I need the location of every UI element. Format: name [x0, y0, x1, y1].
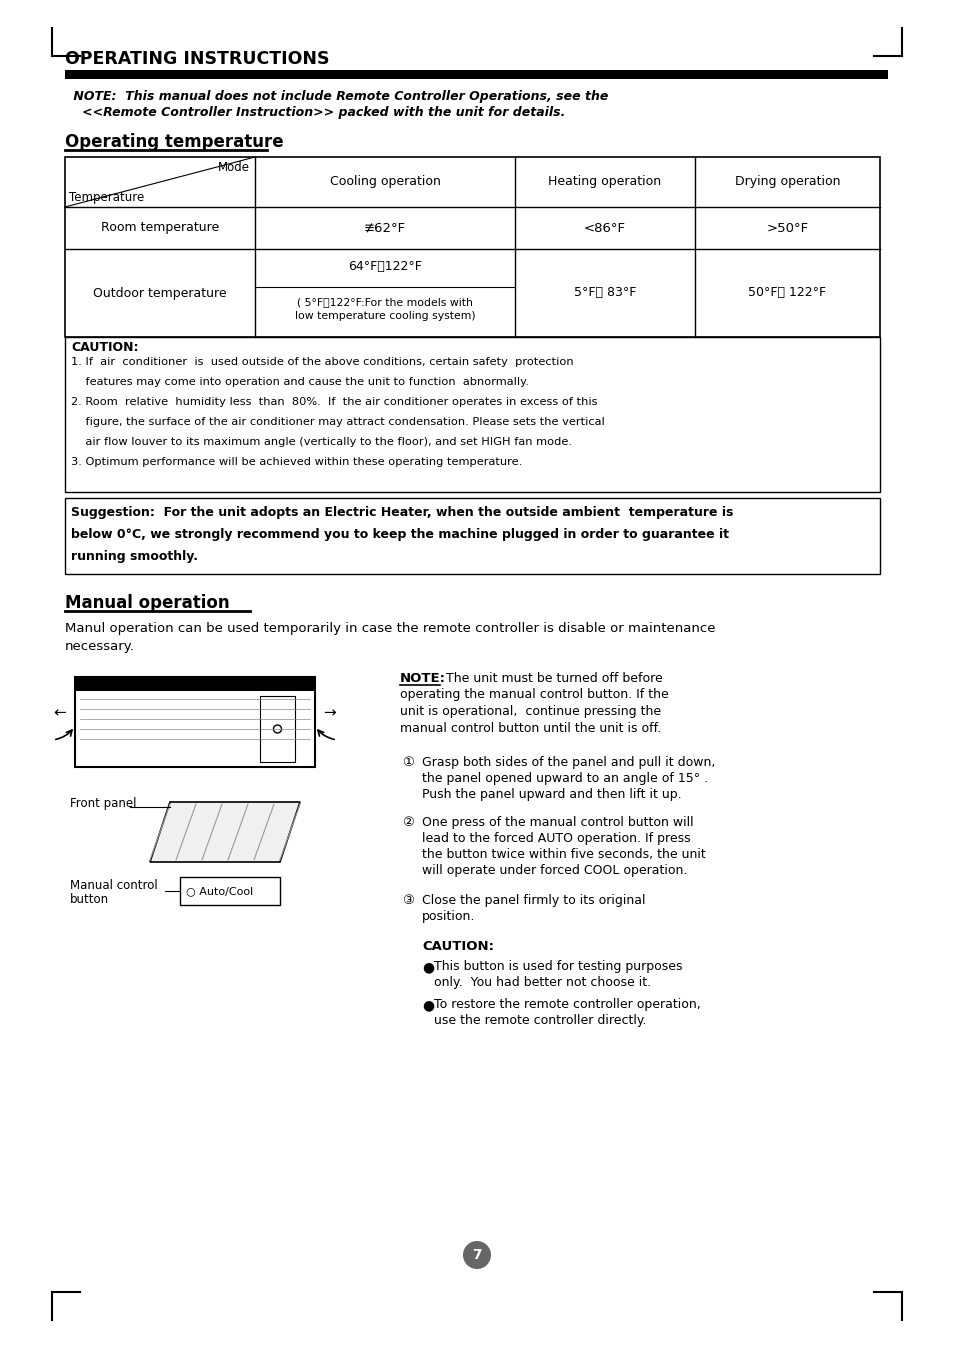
Text: Outdoor temperature: Outdoor temperature: [93, 287, 227, 299]
Text: the panel opened upward to an angle of 15° .: the panel opened upward to an angle of 1…: [421, 772, 707, 785]
Text: This button is used for testing purposes: This button is used for testing purposes: [434, 960, 681, 973]
Text: figure, the surface of the air conditioner may attract condensation. Please sets: figure, the surface of the air condition…: [71, 417, 604, 427]
Text: position.: position.: [421, 910, 475, 923]
Bar: [75, 677, 314, 767]
Text: 50°F～ 122°F: 50°F～ 122°F: [748, 287, 825, 299]
Text: Grasp both sides of the panel and pull it down,: Grasp both sides of the panel and pull i…: [421, 756, 715, 768]
Text: CAUTION:: CAUTION:: [421, 940, 494, 953]
Text: 7: 7: [472, 1248, 481, 1262]
Text: <<Remote Controller Instruction>> packed with the unit for details.: <<Remote Controller Instruction>> packed…: [69, 106, 565, 119]
Polygon shape: [150, 802, 299, 861]
Text: CAUTION:: CAUTION:: [71, 341, 138, 355]
Text: Close the panel firmly to its original: Close the panel firmly to its original: [421, 894, 645, 907]
Text: only.  You had better not choose it.: only. You had better not choose it.: [434, 976, 651, 989]
Text: button: button: [70, 892, 109, 906]
Text: Room temperature: Room temperature: [101, 221, 219, 235]
Text: >50°F: >50°F: [765, 221, 808, 235]
Text: ○ Auto/Cool: ○ Auto/Cool: [186, 886, 253, 896]
Circle shape: [462, 1242, 491, 1268]
Text: 2. Room  relative  humidity less  than  80%.  If  the air conditioner operates i: 2. Room relative humidity less than 80%.…: [71, 398, 597, 407]
Text: NOTE:: NOTE:: [399, 673, 446, 685]
Bar: [260, 696, 294, 762]
Text: 1. If  air  conditioner  is  used outside of the above conditions, certain safet: 1. If air conditioner is used outside of…: [71, 357, 573, 367]
Bar: [65, 70, 887, 80]
Text: will operate under forced COOL operation.: will operate under forced COOL operation…: [421, 864, 687, 878]
Text: features may come into operation and cause the unit to function  abnormally.: features may come into operation and cau…: [71, 377, 528, 387]
Text: ③: ③: [401, 894, 414, 907]
Text: lead to the forced AUTO operation. If press: lead to the forced AUTO operation. If pr…: [421, 832, 690, 845]
Bar: [65, 337, 879, 492]
Text: ←: ←: [53, 705, 67, 720]
Text: Mode: Mode: [218, 160, 250, 174]
Bar: [65, 497, 879, 574]
Text: the button twice within five seconds, the unit: the button twice within five seconds, th…: [421, 848, 705, 861]
Text: Manul operation can be used temporarily in case the remote controller is disable: Manul operation can be used temporarily …: [65, 621, 715, 635]
Text: →: →: [323, 705, 336, 720]
Text: 64°F～122°F: 64°F～122°F: [348, 260, 421, 274]
Text: manual control button until the unit is off.: manual control button until the unit is …: [399, 723, 660, 735]
Text: Manual operation: Manual operation: [65, 594, 230, 612]
Bar: [75, 677, 314, 692]
Text: ①: ①: [401, 756, 414, 768]
Text: operating the manual control button. If the: operating the manual control button. If …: [399, 687, 668, 701]
Text: To restore the remote controller operation,: To restore the remote controller operati…: [434, 998, 700, 1011]
Text: Temperature: Temperature: [69, 191, 144, 204]
Text: Suggestion:  For the unit adopts an Electric Heater, when the outside ambient  t: Suggestion: For the unit adopts an Elect…: [71, 506, 733, 519]
Text: <86°F: <86°F: [583, 221, 625, 235]
Text: ②: ②: [401, 816, 414, 829]
Text: One press of the manual control button will: One press of the manual control button w…: [421, 816, 693, 829]
Text: Operating temperature: Operating temperature: [65, 133, 283, 151]
Text: ●: ●: [421, 960, 434, 975]
Text: 3. Optimum performance will be achieved within these operating temperature.: 3. Optimum performance will be achieved …: [71, 457, 521, 466]
Text: Push the panel upward and then lift it up.: Push the panel upward and then lift it u…: [421, 789, 680, 801]
Text: unit is operational,  continue pressing the: unit is operational, continue pressing t…: [399, 705, 660, 718]
Text: ●: ●: [421, 998, 434, 1012]
Text: necessary.: necessary.: [65, 640, 134, 652]
Text: use the remote controller directly.: use the remote controller directly.: [434, 1014, 646, 1027]
Text: ( 5°F～122°F:For the models with
low temperature cooling system): ( 5°F～122°F:For the models with low temp…: [294, 298, 475, 321]
Text: Cooling operation: Cooling operation: [329, 175, 440, 189]
Text: Manual control: Manual control: [70, 879, 157, 892]
Text: Front panel: Front panel: [70, 797, 136, 810]
Bar: [65, 156, 879, 337]
Text: ≢62°F: ≢62°F: [363, 221, 406, 235]
Text: NOTE:  This manual does not include Remote Controller Operations, see the: NOTE: This manual does not include Remot…: [69, 90, 608, 102]
Text: air flow louver to its maximum angle (vertically to the floor), and set HIGH fan: air flow louver to its maximum angle (ve…: [71, 437, 572, 448]
Text: 5°F～ 83°F: 5°F～ 83°F: [573, 287, 636, 299]
Text: The unit must be turned off before: The unit must be turned off before: [441, 673, 662, 685]
Text: running smoothly.: running smoothly.: [71, 550, 198, 563]
Bar: [180, 878, 280, 905]
Text: Heating operation: Heating operation: [548, 175, 660, 189]
Text: OPERATING INSTRUCTIONS: OPERATING INSTRUCTIONS: [65, 50, 329, 67]
Text: below 0°C, we strongly recommend you to keep the machine plugged in order to gua: below 0°C, we strongly recommend you to …: [71, 528, 728, 541]
Text: Drying operation: Drying operation: [734, 175, 840, 189]
